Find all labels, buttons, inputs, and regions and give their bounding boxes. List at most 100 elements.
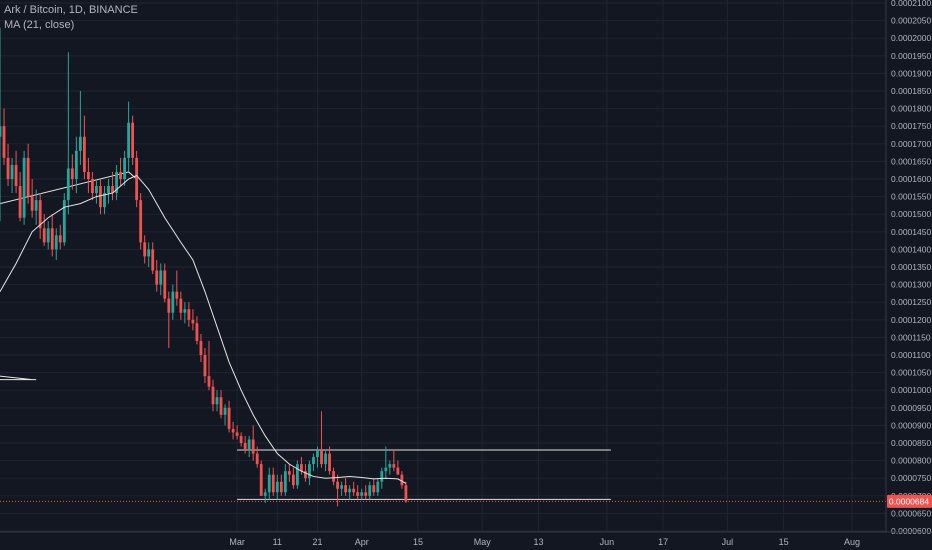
candle-down <box>18 186 22 218</box>
candle-up <box>275 481 279 493</box>
time-tick-label: Apr <box>355 537 369 547</box>
price-tick-label: 0.0001450 <box>891 227 931 237</box>
candle-up <box>103 193 106 208</box>
price-tick-label: 0.0002000 <box>891 33 931 43</box>
candle-down <box>336 481 339 489</box>
candle-up <box>223 407 227 415</box>
price-tick-label: 0.0000600 <box>891 526 931 536</box>
price-tick-label: 0.0000950 <box>891 403 931 413</box>
price-tick-label: 0.0001950 <box>891 51 931 61</box>
time-tick-label: 17 <box>658 537 668 547</box>
candle-down <box>2 126 6 158</box>
time-tick-label: 13 <box>534 537 544 547</box>
candle-up <box>95 186 98 194</box>
price-tick-label: 0.0001200 <box>891 315 931 325</box>
candle-up <box>312 457 315 465</box>
current-price-value: 0.0000684 <box>889 496 929 506</box>
moving-average <box>0 174 407 484</box>
candle-up <box>107 186 110 194</box>
candles <box>0 27 408 507</box>
chart-legend: Ark / Bitcoin, 1D, BINANCE MA (21, close… <box>4 3 138 33</box>
candle-down <box>219 397 223 415</box>
candle-down <box>271 474 275 493</box>
candle-down <box>332 471 335 482</box>
candle-up <box>115 171 118 194</box>
price-tick-label: 0.0001050 <box>891 368 931 378</box>
candle-down <box>42 228 46 243</box>
candle-up <box>183 309 187 313</box>
current-price-tag: 0.0000684 <box>887 494 932 508</box>
candle-up <box>348 488 352 493</box>
price-tick-label: 0.0002100 <box>891 0 931 8</box>
price-tick-label: 0.0001750 <box>891 121 931 131</box>
candle-down <box>187 309 191 320</box>
price-axis-panel[interactable] <box>886 0 932 550</box>
price-tick-label: 0.0000750 <box>891 473 931 483</box>
time-tick-label: Aug <box>844 537 860 547</box>
candle-down <box>87 171 90 179</box>
candle-up <box>147 249 151 257</box>
candle-up <box>66 168 70 201</box>
candle-down <box>287 471 291 475</box>
candle-down <box>203 355 207 377</box>
candle-down <box>404 485 408 502</box>
candle-down <box>195 323 199 341</box>
candle-down <box>235 432 239 436</box>
time-tick-label: Jul <box>722 537 734 547</box>
candle-down <box>227 407 231 429</box>
candle-down <box>300 464 303 472</box>
candle-down <box>400 474 404 486</box>
trend-line[interactable] <box>0 375 37 381</box>
candle-up <box>74 150 78 179</box>
candle-up <box>376 481 380 493</box>
candle-down <box>392 464 396 468</box>
price-tick-label: 0.0001650 <box>891 156 931 166</box>
candle-up <box>127 122 131 158</box>
candle-down <box>207 376 211 387</box>
candle-down <box>344 485 348 493</box>
price-tick-label: 0.0001000 <box>891 385 931 395</box>
candle-up <box>22 157 26 218</box>
symbol-title: Ark / Bitcoin, 1D, BINANCE <box>4 4 138 16</box>
time-tick-label: Mar <box>229 537 245 547</box>
candle-down <box>251 439 255 454</box>
candle-down <box>70 168 74 179</box>
price-tick-label: 0.0001400 <box>891 244 931 254</box>
candle-down <box>328 453 331 472</box>
candle-down <box>26 157 30 197</box>
candle-down <box>14 164 18 187</box>
candle-up <box>0 126 2 137</box>
candle-down <box>82 136 86 172</box>
candle-up <box>384 467 388 472</box>
candle-up <box>283 471 287 493</box>
current-price-tag-bg <box>887 494 932 508</box>
candle-down <box>167 298 171 313</box>
candle-down <box>243 443 247 451</box>
candle-up <box>388 464 392 468</box>
candle-down <box>135 157 139 201</box>
candle-up <box>263 492 267 496</box>
candle-down <box>279 481 283 493</box>
candle-down <box>119 171 122 179</box>
candle-up <box>78 136 82 151</box>
candle-up <box>215 397 219 405</box>
time-tick-label: 15 <box>413 537 423 547</box>
candle-up <box>46 228 50 243</box>
time-tick-label: 11 <box>273 537 282 547</box>
price-tick-label: 0.0001350 <box>891 262 931 272</box>
time-tick-label: 15 <box>779 537 789 547</box>
price-tick-label: 0.0002050 <box>891 16 931 26</box>
price-tick-label: 0.0001700 <box>891 139 931 149</box>
ma-line <box>0 174 407 484</box>
candle-up <box>171 291 175 313</box>
horizontal-levels[interactable] <box>237 449 611 500</box>
price-tick-label: 0.0001500 <box>891 209 931 219</box>
candle-up <box>247 439 251 451</box>
ma-legend: MA (21, close) <box>4 19 75 31</box>
grid-lines <box>0 0 886 532</box>
time-axis[interactable]: Mar 11 21 Apr 15 May 13 Jun 17 Jul 15 Aug <box>229 537 860 547</box>
candle-down <box>163 270 167 299</box>
candle-down <box>239 435 243 443</box>
price-tick-label: 0.0000650 <box>891 508 931 518</box>
